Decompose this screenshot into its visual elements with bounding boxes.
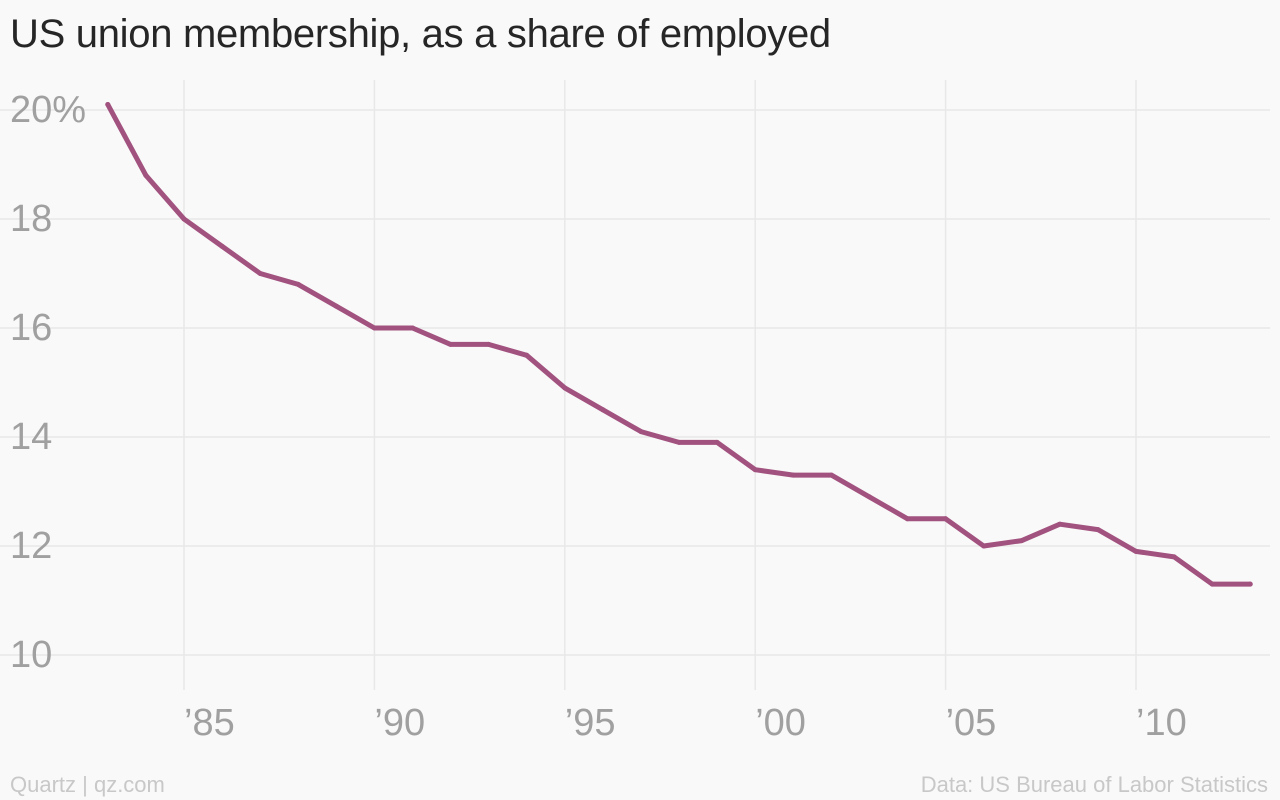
data-point	[600, 407, 606, 413]
series-line	[105, 102, 1253, 587]
data-point	[371, 325, 377, 331]
data-point	[562, 385, 568, 391]
data-point	[1209, 581, 1215, 587]
x-axis-tick-labels: ’85 ’90 ’95 ’00 ’05 ’10	[184, 702, 1187, 744]
data-point	[905, 516, 910, 522]
data-point	[410, 325, 415, 331]
y-tick-label: 12	[10, 525, 52, 567]
y-tick-label: 18	[10, 198, 52, 240]
data-point	[1247, 581, 1253, 587]
source-credit: Quartz | qz.com	[10, 772, 165, 797]
data-point	[943, 516, 949, 522]
x-tick-label: ’05	[946, 702, 997, 744]
data-point	[828, 472, 834, 478]
data-point	[181, 216, 187, 222]
data-point	[1057, 521, 1063, 527]
data-point	[714, 439, 720, 445]
data-credit: Data: US Bureau of Labor Statistics	[920, 772, 1268, 797]
data-point	[1133, 548, 1139, 554]
data-point	[866, 494, 872, 500]
x-tick-label: ’90	[374, 702, 425, 744]
grid-lines	[0, 80, 1270, 690]
y-tick-label: 10	[10, 634, 52, 676]
y-tick-label: 20%	[10, 89, 86, 131]
data-point	[1019, 538, 1025, 544]
data-point	[1095, 527, 1101, 533]
data-point	[752, 467, 758, 473]
y-tick-label: 14	[10, 416, 52, 458]
data-point	[219, 243, 225, 249]
data-point	[333, 303, 339, 309]
data-point	[143, 172, 149, 178]
x-tick-label: ’10	[1136, 702, 1187, 744]
data-point	[981, 543, 987, 549]
x-tick-label: ’85	[184, 702, 235, 744]
data-point	[638, 429, 644, 435]
data-point	[486, 341, 492, 347]
x-tick-label: ’95	[565, 702, 616, 744]
data-point	[790, 472, 796, 478]
y-tick-label: 16	[10, 307, 52, 349]
data-point	[448, 341, 454, 347]
data-point	[295, 281, 301, 287]
data-point	[676, 439, 682, 445]
data-point	[257, 271, 263, 276]
data-point	[105, 102, 111, 107]
data-point	[1171, 554, 1177, 560]
series-layer	[105, 102, 1253, 587]
data-point	[524, 352, 530, 358]
x-tick-label: ’00	[755, 702, 806, 744]
y-axis-tick-labels: 20% 18 16 14 12 10	[10, 89, 86, 676]
chart-title: US union membership, as a share of emplo…	[10, 12, 831, 56]
